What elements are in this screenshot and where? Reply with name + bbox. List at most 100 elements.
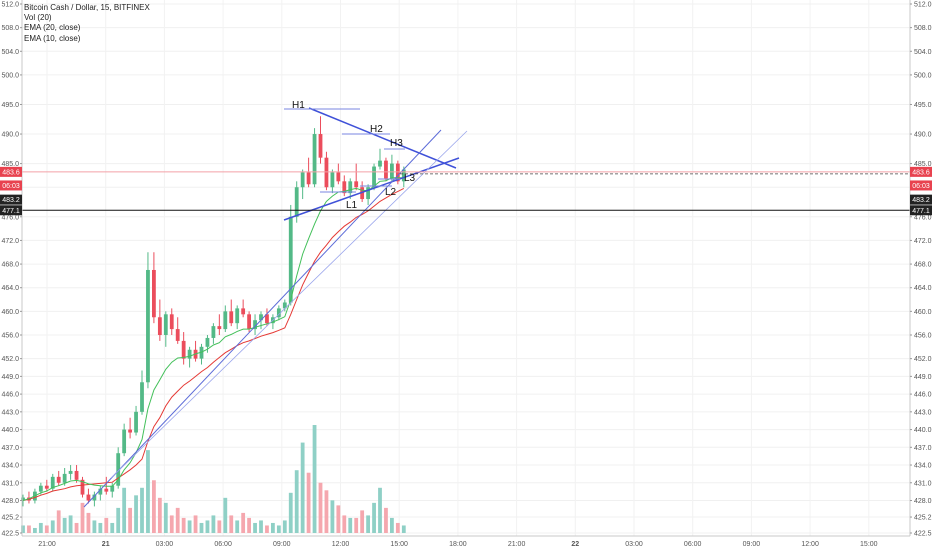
symbol-title[interactable]: Bitcoin Cash / Dollar, 15, BITFINEX [24, 3, 150, 12]
volume-bar [187, 520, 192, 533]
chart-legend: Bitcoin Cash / Dollar, 15, BITFINEX Vol … [24, 3, 150, 44]
candle-body [175, 329, 180, 341]
candle-body [92, 494, 97, 501]
volume-bar [253, 522, 257, 533]
y-tick-label-left: 504.0 [1, 49, 19, 56]
annotation-l1: L1 [346, 200, 358, 211]
long-uptrend-line[interactable] [83, 129, 442, 508]
y-tick-label-right: 434.0 [914, 463, 932, 470]
candle-body [44, 485, 49, 489]
y-axis-right[interactable]: 512.0508.0504.0500.0495.0490.0485.0481.0… [909, 0, 932, 538]
volume-bar [342, 515, 347, 533]
price-badge [0, 205, 22, 216]
x-tick-label: 06:00 [684, 541, 702, 548]
volume-bar [33, 527, 37, 533]
y-tick-label-left: 490.0 [1, 132, 19, 139]
volume-bar [348, 517, 353, 533]
legend-vol[interactable]: Vol (20) [24, 13, 52, 23]
y-tick-label-left: 428.0 [1, 498, 19, 505]
y-tick-label-right: 504.0 [914, 49, 932, 56]
volume-bar [259, 520, 263, 533]
price-badge-label: 477.1 [2, 208, 20, 215]
volume-bar [44, 525, 49, 533]
y-tick-label-right: 512.0 [914, 2, 932, 9]
volume-bar [300, 442, 305, 533]
volume-bar [312, 425, 317, 533]
long-uptrend-line-2[interactable] [110, 130, 468, 479]
x-tick-label: 21:00 [38, 541, 56, 548]
candle-body [74, 470, 79, 480]
volume-bar [193, 515, 198, 533]
volume-bar [146, 450, 150, 533]
volume-bar [116, 507, 121, 533]
price-badge-label: 483.2 [912, 197, 930, 204]
candle-body [378, 160, 382, 167]
volume-bar [199, 522, 204, 533]
y-tick-label-left: 437.0 [1, 445, 19, 452]
volume-bar [157, 497, 162, 533]
volume-bar [50, 520, 55, 533]
resistance-trendline[interactable] [308, 107, 457, 169]
y-tick-label-left: 440.0 [1, 427, 19, 434]
volume-bar [288, 492, 293, 533]
volume-bar [27, 525, 31, 533]
y-tick-label-left: 460.0 [1, 309, 19, 316]
support-trendline[interactable] [283, 157, 460, 221]
candle-body [62, 473, 67, 483]
ema20-line [22, 187, 405, 501]
price-badge [910, 205, 932, 216]
candle-body [360, 187, 365, 200]
volume-bar [80, 502, 85, 533]
candle-body [282, 302, 287, 309]
price-badge [0, 194, 22, 205]
volume-bar [211, 515, 216, 533]
volume-bar [38, 522, 43, 533]
candle-body [324, 157, 329, 188]
volume-bar [122, 487, 127, 533]
legend-ema20[interactable]: EMA (20, close) [24, 23, 81, 33]
y-tick-label-right: 508.0 [914, 25, 932, 32]
x-axis[interactable]: 21:00 21 03:00 06:00 09:00 12:00 15:00 18:00 21:… [22, 535, 910, 548]
price-badge [910, 180, 932, 191]
x-tick-label: 15:00 [860, 541, 878, 548]
legend-ema10[interactable]: EMA (10, close) [24, 33, 81, 43]
volume-bar [384, 507, 388, 533]
y-tick-label-right: 425.2 [914, 515, 932, 522]
volume-bar [205, 520, 210, 533]
candle-body [336, 172, 341, 182]
y-tick-label-left: 485.0 [1, 161, 19, 168]
candle-body [223, 311, 228, 330]
candle-body [259, 314, 263, 321]
candle-body [401, 169, 406, 182]
price-badge-label: 483.6 [912, 169, 930, 176]
volume-bar [401, 525, 406, 533]
annotation-h3: H3 [390, 138, 403, 149]
y-tick-label-left: 449.0 [1, 374, 19, 381]
candle-body [211, 326, 216, 338]
y-tick-label-left: 512.0 [1, 2, 19, 9]
volume-bar [372, 502, 376, 533]
volume-bar [247, 517, 251, 533]
volume-bar [282, 520, 287, 533]
candle-body [235, 308, 240, 324]
candle-body [128, 429, 132, 433]
volume-bar [265, 525, 269, 533]
volume-bar [128, 507, 132, 533]
candle-body [217, 326, 222, 330]
trend-drawings[interactable]: H1 H2 H3 L1 L2 L3 [83, 100, 468, 508]
candle-body [241, 308, 246, 315]
y-tick-label-right: 446.0 [914, 392, 932, 399]
y-tick-label-right: 437.0 [914, 445, 932, 452]
volume-bar [318, 482, 323, 533]
volume-bar [140, 487, 144, 533]
x-tick-label: 21:00 [508, 541, 526, 548]
y-tick-label-right: 460.0 [914, 309, 932, 316]
y-tick-label-right: 476.0 [914, 214, 932, 221]
candle-body [116, 453, 121, 486]
candle-body [384, 160, 388, 179]
candle-body [354, 181, 359, 188]
volume-bar [110, 522, 115, 533]
candle-body [306, 172, 311, 185]
y-tick-label-right: 422.5 [914, 531, 932, 538]
